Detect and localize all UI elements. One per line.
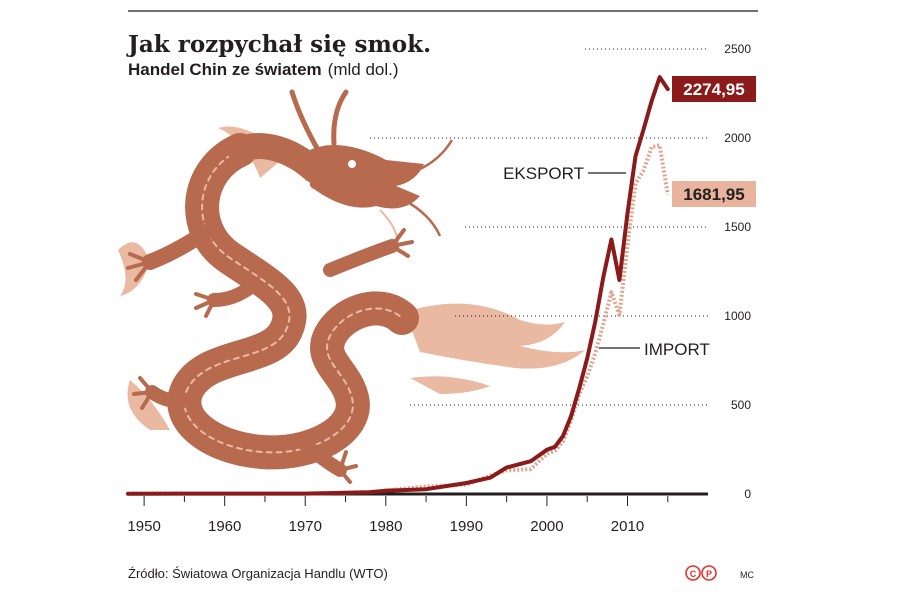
x-tick-label-1960: 1960 [208,518,241,535]
import-label: IMPORT [644,340,710,359]
y-tick-label-2000: 2000 [724,131,751,145]
author-initials: MC [740,570,754,580]
unit-text: (mld dol.) [328,60,399,79]
grid [370,48,708,406]
svg-text:C: C [690,569,697,579]
source-note: Źródło: Światowa Organizacja Handlu (WTO… [128,566,388,581]
x-tick-label-1950: 1950 [127,518,160,535]
svg-text:P: P [706,569,712,579]
y-tick-label-2500: 2500 [724,42,751,56]
y-tick-label-1500: 1500 [724,220,751,234]
series-line-eksport [126,75,670,496]
chart-subtitle: Handel Chin ze światem (mld dol.) [128,60,399,79]
y-tick-label-1000: 1000 [724,309,751,323]
export-value-badge [672,76,756,102]
x-tick-label-2010: 2010 [611,518,644,535]
series [126,75,670,496]
x-tick-label-1980: 1980 [369,518,402,535]
dragon-illustration [118,89,585,484]
x-tick-label-2000: 2000 [530,518,563,535]
export-value-text: 2274,95 [683,80,744,99]
y-tick-label-500: 500 [731,398,751,412]
axes: 0 500 1000 1500 2000 2500 1950 1960 1970 1980 1990… [127,42,751,535]
x-tick-label-1990: 1990 [450,518,483,535]
export-label: EKSPORT [503,164,584,183]
y-tick-label-0: 0 [744,487,751,501]
publisher-logo: C P [685,565,717,581]
chart-title: Jak rozpychał się smok. [126,31,431,58]
x-tick-label-1970: 1970 [289,518,322,535]
import-value-text: 1681,95 [683,185,744,204]
subtitle-text: Handel Chin ze światem [128,60,322,79]
import-value-badge [672,181,756,207]
